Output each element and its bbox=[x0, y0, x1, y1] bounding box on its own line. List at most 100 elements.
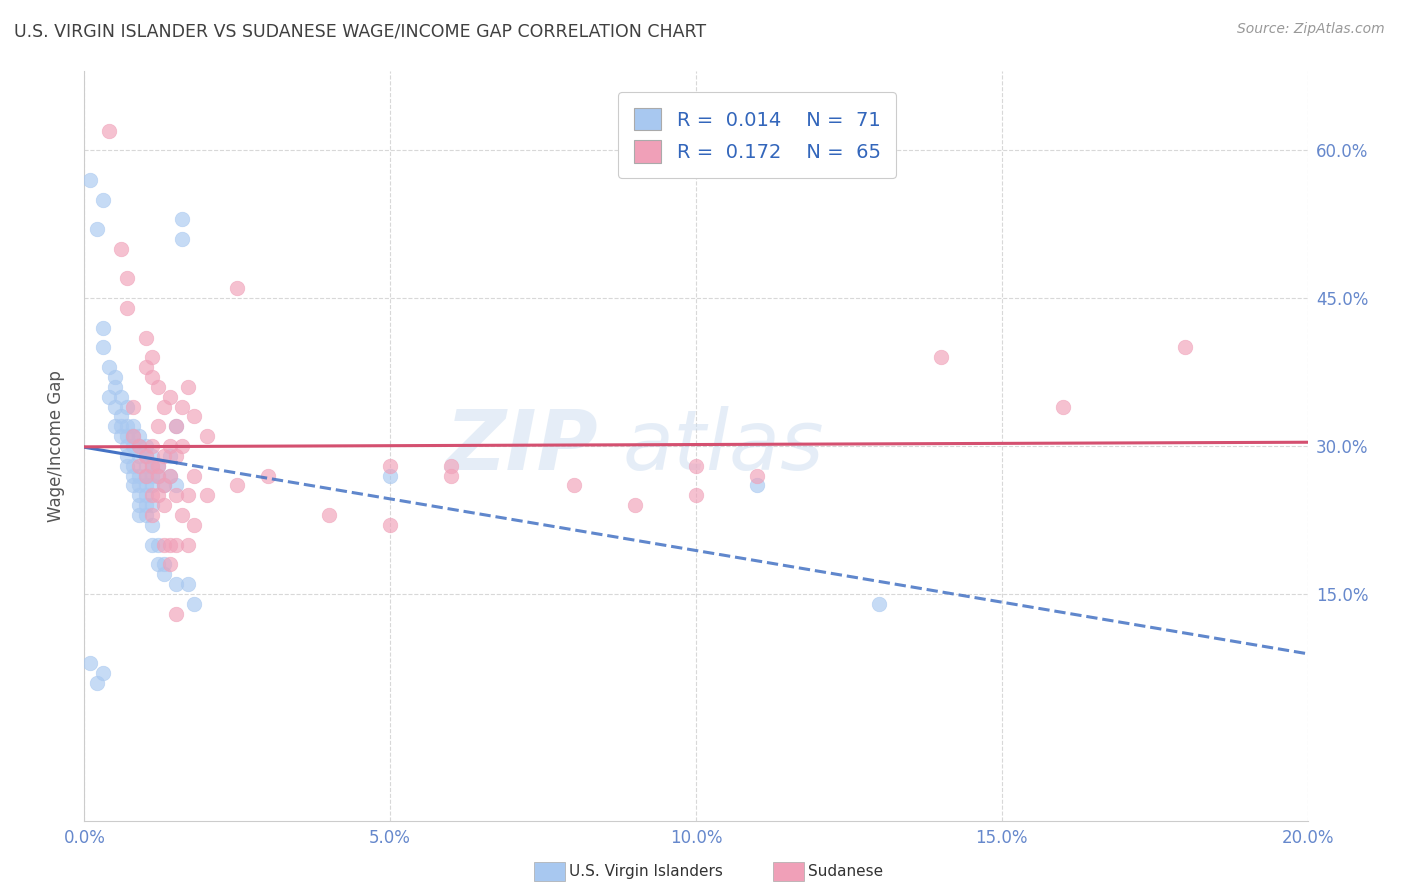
Point bbox=[141, 538, 163, 552]
Point bbox=[153, 567, 176, 582]
Point bbox=[153, 478, 176, 492]
Point bbox=[97, 360, 120, 375]
Point bbox=[318, 508, 340, 522]
Point bbox=[135, 478, 157, 492]
Text: atlas: atlas bbox=[623, 406, 824, 486]
Point bbox=[153, 478, 176, 492]
Point bbox=[115, 449, 138, 463]
Point bbox=[122, 478, 145, 492]
Point bbox=[97, 390, 120, 404]
Point bbox=[122, 429, 145, 443]
Point bbox=[146, 468, 169, 483]
Point bbox=[128, 468, 150, 483]
Point bbox=[172, 400, 194, 414]
Point bbox=[226, 281, 249, 295]
Point bbox=[141, 370, 163, 384]
Point bbox=[91, 665, 114, 680]
Point bbox=[146, 458, 169, 473]
Point bbox=[86, 222, 108, 236]
Point bbox=[165, 419, 187, 434]
Point bbox=[128, 508, 150, 522]
Point bbox=[141, 351, 163, 365]
Point bbox=[115, 419, 138, 434]
Point bbox=[141, 449, 163, 463]
Point bbox=[91, 193, 114, 207]
Point bbox=[747, 478, 769, 492]
Point bbox=[141, 439, 163, 453]
Point bbox=[115, 400, 138, 414]
Point bbox=[122, 439, 145, 453]
Point bbox=[195, 429, 218, 443]
Point bbox=[177, 538, 200, 552]
Point bbox=[747, 468, 769, 483]
Point bbox=[128, 429, 150, 443]
Point bbox=[159, 538, 181, 552]
Text: Sudanese: Sudanese bbox=[808, 864, 883, 879]
Point bbox=[380, 468, 402, 483]
Point bbox=[141, 517, 163, 532]
Point bbox=[135, 488, 157, 502]
Point bbox=[146, 380, 169, 394]
Point bbox=[110, 390, 132, 404]
Point bbox=[440, 458, 463, 473]
Point bbox=[685, 488, 707, 502]
Point bbox=[91, 320, 114, 334]
Text: ZIP: ZIP bbox=[446, 406, 598, 486]
Point bbox=[141, 498, 163, 512]
Point bbox=[86, 675, 108, 690]
Text: Source: ZipAtlas.com: Source: ZipAtlas.com bbox=[1237, 22, 1385, 37]
Point bbox=[165, 607, 187, 621]
Point bbox=[146, 558, 169, 572]
Point bbox=[135, 458, 157, 473]
Point bbox=[380, 517, 402, 532]
Point bbox=[146, 458, 169, 473]
Point bbox=[177, 488, 200, 502]
Point bbox=[122, 468, 145, 483]
Point bbox=[141, 478, 163, 492]
Point bbox=[153, 400, 176, 414]
Point bbox=[929, 351, 952, 365]
Point bbox=[135, 449, 157, 463]
Point bbox=[110, 419, 132, 434]
Point bbox=[624, 498, 647, 512]
Point bbox=[135, 439, 157, 453]
Point bbox=[104, 380, 127, 394]
Point bbox=[183, 597, 205, 611]
Point bbox=[183, 517, 205, 532]
Point bbox=[115, 439, 138, 453]
Point bbox=[165, 577, 187, 591]
Point bbox=[380, 458, 402, 473]
Point bbox=[135, 330, 157, 344]
Point bbox=[177, 380, 200, 394]
Point bbox=[159, 468, 181, 483]
Point bbox=[153, 498, 176, 512]
Point bbox=[172, 212, 194, 227]
Point bbox=[128, 498, 150, 512]
Point bbox=[128, 488, 150, 502]
Point bbox=[165, 538, 187, 552]
Point bbox=[128, 439, 150, 453]
Point bbox=[172, 439, 194, 453]
Point bbox=[115, 458, 138, 473]
Point bbox=[172, 232, 194, 246]
Point bbox=[153, 558, 176, 572]
Point bbox=[79, 656, 101, 670]
Point bbox=[562, 478, 585, 492]
Point bbox=[165, 478, 187, 492]
Point bbox=[122, 419, 145, 434]
Point bbox=[97, 123, 120, 137]
Point bbox=[146, 538, 169, 552]
Point bbox=[1052, 400, 1074, 414]
Point bbox=[869, 597, 891, 611]
Point bbox=[128, 439, 150, 453]
Point bbox=[110, 242, 132, 256]
Point bbox=[122, 400, 145, 414]
Point bbox=[159, 390, 181, 404]
Point bbox=[153, 538, 176, 552]
Point bbox=[110, 409, 132, 424]
Point bbox=[104, 400, 127, 414]
Point bbox=[122, 458, 145, 473]
Point bbox=[141, 458, 163, 473]
Point bbox=[146, 468, 169, 483]
Point bbox=[135, 508, 157, 522]
